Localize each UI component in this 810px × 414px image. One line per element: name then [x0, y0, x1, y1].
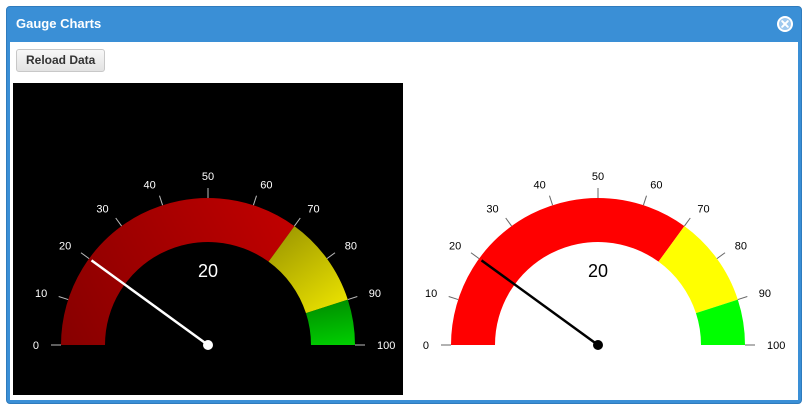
gauge-tick [159, 195, 164, 206]
gauge-tick [716, 252, 726, 260]
gauge-tick-label: 90 [369, 288, 381, 300]
gauge-tick-label: 70 [307, 203, 319, 215]
gauge-tick-label: 0 [33, 340, 39, 352]
gauge-tick [642, 195, 647, 206]
gauge-tick-label: 90 [759, 288, 771, 300]
gauge-tick [505, 217, 513, 227]
gauge-tick-label: 100 [377, 340, 395, 352]
gauge-band-1 [268, 226, 348, 314]
gauge-tick-label: 20 [449, 241, 461, 253]
gauge-chart-dark: 0 10 20 30 40 50 60 70 80 90 100 20 [13, 83, 403, 395]
gauge-tick-label: 40 [534, 179, 546, 191]
gauge-svg-light: 0 10 20 30 40 50 60 70 80 90 100 20 [423, 171, 785, 352]
gauge-tick-label: 10 [35, 288, 47, 300]
gauge-tick-label: 50 [592, 171, 604, 183]
gauge-tick-label: 10 [425, 288, 437, 300]
gauge-needle [480, 259, 599, 347]
close-icon[interactable] [777, 16, 793, 32]
gauge-tick-label: 80 [345, 241, 357, 253]
gauge-tick [549, 195, 554, 206]
gauge-tick [326, 252, 336, 260]
gauge-tick [58, 296, 69, 301]
gauge-tick-label: 60 [650, 179, 662, 191]
gauge-band-0 [61, 198, 295, 345]
gauge-tick [252, 195, 257, 206]
gauge-tick-label: 20 [59, 241, 71, 253]
reload-data-button[interactable]: Reload Data [16, 49, 106, 72]
gauge-tick-label: 0 [423, 340, 429, 352]
gauge-value-label: 20 [198, 261, 218, 281]
gauge-band-0 [451, 198, 685, 345]
gauge-needle [90, 259, 209, 347]
gauge-tick-label: 100 [767, 340, 785, 352]
gauge-tick [683, 217, 691, 227]
gauge-svg-dark: 0 10 20 30 40 50 60 70 80 90 100 20 [33, 171, 395, 352]
gauge-band-2 [695, 299, 745, 345]
gauge-tick-label: 50 [202, 171, 214, 183]
gauge-tick [115, 217, 123, 227]
gauge-value-label: 20 [588, 261, 608, 281]
gauge-band-2 [305, 299, 355, 345]
gauge-tick-label: 30 [96, 203, 108, 215]
gauge-tick [347, 296, 358, 301]
window-title: Gauge Charts [16, 16, 102, 31]
gauge-needle-pivot [593, 340, 603, 350]
gauge-tick [448, 296, 459, 301]
gauge-chart-light: 0 10 20 30 40 50 60 70 80 90 100 20 [403, 83, 793, 395]
window-titlebar[interactable]: Gauge Charts [7, 7, 801, 41]
gauge-tick-label: 80 [735, 241, 747, 253]
gauge-tick-label: 70 [697, 203, 709, 215]
window-content: Reload Data 0 10 20 30 40 50 60 70 80 90 100 20 0 10… [10, 42, 798, 400]
gauge-needle-pivot [203, 340, 213, 350]
gauge-tick-label: 60 [260, 179, 272, 191]
gauge-charts-window: Gauge Charts Reload Data 0 10 20 30 40 50 60 70… [6, 6, 802, 404]
gauge-tick [293, 217, 301, 227]
gauge-tick [80, 252, 90, 260]
gauge-tick-label: 40 [144, 179, 156, 191]
gauge-tick-label: 30 [486, 203, 498, 215]
gauge-tick [737, 296, 748, 301]
gauge-tick [470, 252, 480, 260]
gauge-band-1 [658, 226, 738, 314]
